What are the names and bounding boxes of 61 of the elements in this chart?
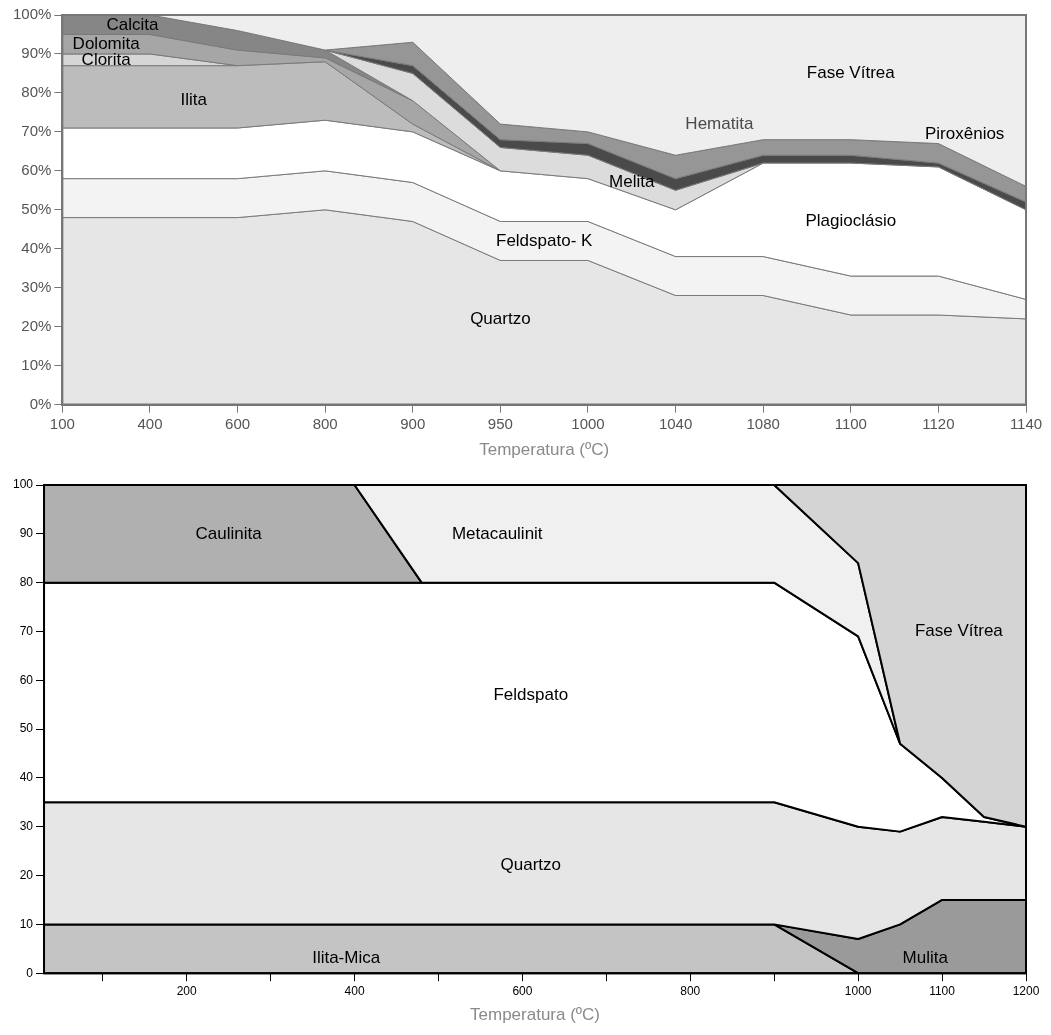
series-label: Mulita	[902, 948, 949, 968]
x-tick-label: 800	[680, 983, 701, 998]
y-tick-label: 10%	[21, 355, 52, 373]
y-tick-label: 20%	[21, 316, 52, 334]
x-axis-title: Temperatura (ºC)	[479, 440, 610, 460]
y-tick-label: 40%	[21, 238, 52, 256]
y-tick-label: 70	[19, 623, 34, 638]
x-axis-title: Temperatura (ºC)	[470, 1005, 600, 1025]
x-tick-label: 400	[137, 414, 163, 432]
series-label: Piroxênios	[924, 123, 1005, 143]
y-tick-label: 50%	[21, 199, 52, 217]
series-label: Feldspato	[493, 684, 569, 704]
series-label: Dolomita	[72, 33, 141, 53]
x-tick-label: 1100	[834, 414, 867, 432]
series-label: Quartzo	[500, 855, 562, 875]
series-label: Caulinita	[195, 523, 263, 543]
y-tick-label: 60%	[21, 160, 52, 178]
series-label: Quartzo	[470, 308, 531, 328]
x-tick-label: 1000	[571, 414, 605, 432]
y-tick-label: 60	[19, 672, 34, 687]
x-tick-label: 600	[225, 414, 251, 432]
y-tick-label: 70%	[21, 122, 52, 140]
x-tick-label: 1140	[1009, 414, 1043, 432]
x-tick-label: 1120	[922, 414, 955, 432]
y-tick-label: 100	[12, 477, 34, 492]
x-tick-label: 600	[512, 983, 533, 998]
y-tick-label: 10	[19, 916, 34, 931]
series-label: Ilita-Mica	[312, 948, 381, 968]
x-tick-label: 100	[49, 414, 75, 432]
y-tick-label: 90	[19, 526, 34, 541]
series-label: Calcita	[106, 14, 159, 34]
x-tick-label: 1080	[746, 414, 780, 432]
x-tick-label: 1200	[1012, 983, 1040, 998]
y-tick-label: 80%	[21, 83, 52, 101]
y-tick-label: 30%	[21, 277, 52, 295]
x-tick-label: 950	[487, 414, 513, 432]
x-tick-label: 1100	[929, 983, 956, 998]
series-label: Clorita	[81, 50, 132, 70]
series-label: Fase Vítrea	[806, 63, 896, 83]
series-label: Melita	[609, 172, 655, 192]
y-tick-label: 40	[19, 770, 34, 785]
x-tick-label: 800	[312, 414, 338, 432]
series-label: Metacaulinit	[451, 523, 543, 543]
x-tick-label: 1040	[658, 414, 693, 432]
x-tick-label: 900	[400, 414, 426, 432]
series-label: Ilita	[180, 90, 208, 110]
series-label: Feldspato- K	[495, 230, 594, 250]
x-tick-label: 400	[344, 983, 365, 998]
y-tick-label: 80	[19, 574, 34, 589]
y-tick-label: 20	[19, 867, 34, 882]
series-label: Hematita	[685, 113, 754, 133]
y-tick-label: 90%	[21, 44, 52, 62]
x-tick-label: 1000	[844, 983, 872, 998]
y-tick-label: 30	[19, 819, 34, 834]
y-tick-label: 0%	[29, 394, 52, 412]
y-tick-label: 50	[19, 721, 34, 736]
series-label: Plagioclásio	[805, 211, 897, 231]
series-label: Fase Vítrea	[914, 621, 1004, 641]
y-tick-label: 100%	[12, 5, 52, 23]
y-tick-label: 0	[26, 965, 34, 980]
x-tick-label: 200	[176, 983, 198, 998]
